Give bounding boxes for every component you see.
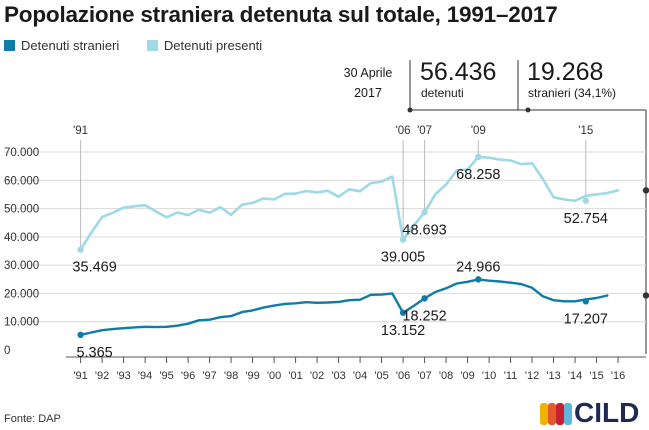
x-tick-label: '01 — [288, 370, 302, 382]
x-tick-label: '06 — [396, 370, 410, 382]
source-note: Fonte: DAP — [4, 413, 61, 425]
data-markers: 35.469 39.005 48.693 68.258 52.754 5.365 13.15… — [72, 153, 649, 361]
data-point — [642, 187, 649, 194]
x-tick-label: '00 — [267, 370, 281, 382]
data-point — [642, 292, 649, 299]
x-tick-label: '15 — [589, 370, 603, 382]
callout-date-line2: 2017 — [354, 86, 382, 100]
data-label: 17.207 — [564, 311, 608, 327]
data-label: 48.693 — [402, 222, 446, 238]
y-axis: 0 10.000 20.000 30.000 40.000 50.000 60.000 70.… — [4, 147, 39, 357]
x-tick-label: '96 — [181, 370, 195, 382]
x-tick-label: '05 — [374, 370, 388, 382]
cild-logo: CILD — [540, 397, 646, 428]
data-point — [399, 309, 407, 316]
x-tick-label: '04 — [353, 370, 367, 382]
x-tick-label: '14 — [568, 370, 582, 382]
y-tick-label: 30.000 — [4, 260, 39, 272]
legend-swatch-foreign — [4, 40, 15, 51]
x-tick-label: '03 — [331, 370, 345, 382]
x-tick-label: '07 — [417, 370, 431, 382]
callout-total-value: 56.436 — [420, 58, 496, 86]
data-point — [77, 331, 84, 339]
reference-label: '09 — [471, 125, 486, 137]
callout-bracket-dot-2 — [525, 107, 531, 113]
data-point — [421, 295, 428, 302]
legend-item-foreign: Detenuti stranieri — [4, 38, 119, 53]
logo-text: CILD — [574, 397, 640, 428]
callout-foreign-label: stranieri (34,1%) — [528, 86, 616, 100]
data-label: 5.365 — [76, 345, 112, 361]
x-tick-label: '98 — [224, 370, 238, 382]
y-tick-label: 70.000 — [4, 147, 39, 159]
x-tick-label: '12 — [525, 370, 539, 382]
x-tick-label: '91 — [73, 370, 87, 382]
legend-label-total: Detenuti presenti — [163, 38, 263, 53]
x-tick-label: '13 — [546, 370, 560, 382]
x-tick-label: '93 — [116, 370, 130, 382]
x-tick-label: '92 — [95, 370, 109, 382]
reference-lines: '91 '06 '07 '09 '15 — [73, 125, 593, 250]
y-tick-label: 20.000 — [4, 288, 39, 300]
x-axis: '91 '92 '93 '94 '95 '96 '97 '98 '99 '00 '01 '02 '03 '… — [66, 356, 646, 382]
callout-bracket-dot-1 — [407, 107, 413, 113]
data-point — [475, 276, 482, 283]
data-point — [582, 197, 590, 204]
data-point — [421, 209, 428, 216]
x-tick-label: '11 — [504, 370, 518, 382]
y-tick-label: 0 — [4, 345, 10, 357]
x-tick-label: '99 — [245, 370, 259, 382]
x-tick-label: '02 — [310, 370, 324, 382]
legend-label-foreign: Detenuti stranieri — [21, 38, 120, 53]
data-label: 13.152 — [381, 323, 425, 339]
logo-bar-4 — [564, 403, 572, 425]
reference-label: '06 — [396, 125, 411, 137]
data-point — [582, 298, 590, 305]
grid — [4, 151, 646, 323]
logo-bar-3 — [556, 403, 564, 425]
data-point — [77, 246, 84, 253]
data-label: 24.966 — [456, 259, 500, 275]
logo-bar-1 — [540, 403, 548, 425]
legend-item-total: Detenuti presenti — [146, 38, 263, 53]
x-tick-label: '97 — [202, 370, 216, 382]
data-label: 68.258 — [456, 167, 500, 183]
series-line — [79, 278, 609, 336]
y-tick-label: 40.000 — [4, 232, 39, 244]
x-tick-label: '16 — [611, 370, 625, 382]
data-label: 52.754 — [564, 211, 608, 227]
callout-foreign-value: 19.268 — [527, 58, 603, 86]
x-tick-label: '10 — [482, 370, 496, 382]
logo-bar-2 — [548, 403, 556, 425]
legend-swatch-total — [146, 40, 158, 51]
x-tick-label: '95 — [159, 370, 173, 382]
data-point — [399, 236, 407, 243]
callout-total-label: detenuti — [421, 86, 464, 100]
x-tick-label: '94 — [138, 370, 152, 382]
reference-label: '07 — [417, 125, 432, 137]
y-tick-label: 10.000 — [4, 317, 39, 329]
y-tick-label: 60.000 — [4, 175, 39, 187]
y-tick-label: 50.000 — [4, 204, 39, 216]
line-chart: 30 Aprile 2017 56.436 detenuti 19.268 st… — [4, 58, 649, 382]
legend: Detenuti stranieri Detenuti presenti — [4, 38, 286, 53]
callout: 30 Aprile 2017 56.436 detenuti 19.268 st… — [344, 58, 647, 354]
x-tick-label: '09 — [460, 370, 474, 382]
reference-label: '91 — [73, 125, 88, 137]
series-lines — [79, 155, 620, 336]
data-label: 18.252 — [402, 308, 446, 324]
data-label: 39.005 — [381, 250, 425, 266]
x-tick-label: '08 — [439, 370, 453, 382]
series-line — [79, 155, 620, 251]
callout-date-line1: 30 Aprile — [344, 66, 393, 80]
data-point — [475, 153, 482, 161]
data-label: 35.469 — [72, 260, 116, 276]
chart-title: Popolazione straniera detenuta sul total… — [4, 2, 558, 27]
reference-label: '15 — [578, 125, 593, 137]
